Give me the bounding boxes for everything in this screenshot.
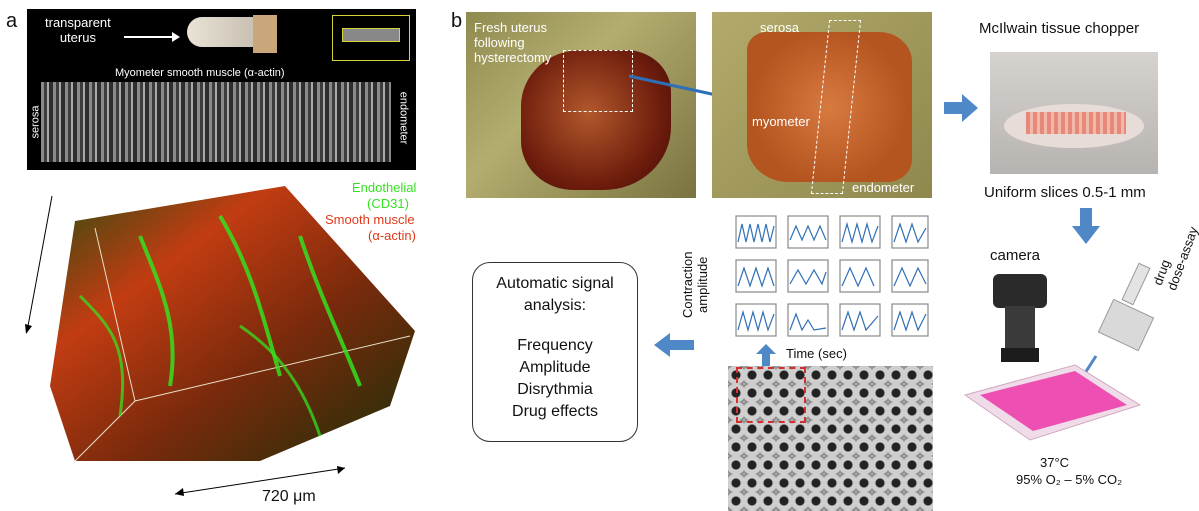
chopper-photo xyxy=(990,52,1158,174)
transparent-uterus-label: transparent uterus xyxy=(45,15,111,45)
legend-alpha-actin: (α-actin) xyxy=(368,228,416,243)
highlight-box xyxy=(736,367,806,423)
legend-smooth-muscle: Smooth muscle xyxy=(325,212,415,227)
temperature-label: 37°C xyxy=(1040,455,1070,470)
signal-plots xyxy=(735,215,929,337)
endometer-label: endometer xyxy=(852,180,915,195)
well-plate xyxy=(963,364,1142,441)
serosa-label: serosa xyxy=(760,20,800,35)
fresh-uterus-photo: Fresh uterus following hysterectomy xyxy=(466,12,696,198)
myometer-strip: Myometer smooth muscle (α-actin) serosa … xyxy=(27,64,416,170)
pipette-icon xyxy=(1097,262,1155,352)
legend-cd31: (CD31) xyxy=(367,196,409,211)
camera-label: camera xyxy=(990,247,1041,264)
serosa-vertical-label: serosa xyxy=(29,105,42,139)
mini-overview-box xyxy=(332,15,410,61)
slices-label: Uniform slices 0.5-1 mm xyxy=(984,184,1146,201)
down-arrow-icon xyxy=(1072,208,1100,244)
endometer-vertical-label: endometer xyxy=(397,91,410,145)
gas-label: 95% O₂ – 5% CO₂ xyxy=(1016,472,1123,487)
selection-box xyxy=(563,50,633,112)
tissue-slice-photo: serosa myometer endometer xyxy=(712,12,932,198)
left-arrow-icon xyxy=(654,333,694,357)
well-array xyxy=(728,366,933,511)
analysis-title: Automatic signal analysis: xyxy=(496,275,614,314)
time-axis-label: Time (sec) xyxy=(786,346,847,361)
analysis-item: Disrythmia xyxy=(517,381,593,398)
scale-label: 720 μm xyxy=(262,488,316,505)
inset-transparent-uterus: transparent uterus xyxy=(27,9,416,64)
confocal-cube xyxy=(25,186,415,496)
drug-label: drug dose-assay xyxy=(1150,224,1199,293)
legend-endothelial: Endothelial xyxy=(352,180,417,195)
pointer-arrow-icon xyxy=(124,32,180,42)
panel-b-letter: b xyxy=(451,10,463,32)
uterus-tube-photo xyxy=(187,17,257,47)
panel-a-letter: a xyxy=(6,10,18,32)
analysis-item: Frequency xyxy=(517,337,593,354)
analysis-item: Drug effects xyxy=(512,403,598,420)
myometer-label: myometer xyxy=(752,114,810,129)
chopper-title: McIlwain tissue chopper xyxy=(979,20,1140,37)
analysis-box: Automatic signal analysis: Frequency Amp… xyxy=(472,262,638,442)
tube-cap xyxy=(253,15,277,53)
up-arrow-icon xyxy=(756,344,776,366)
myometer-title: Myometer smooth muscle (α-actin) xyxy=(115,67,285,79)
myometer-tissue xyxy=(41,82,391,162)
fresh-uterus-label: Fresh uterus following hysterectomy xyxy=(474,20,552,65)
camera-icon xyxy=(993,274,1047,362)
right-arrow-icon xyxy=(944,94,978,122)
contraction-axis-label: Contraction amplitude xyxy=(680,251,710,318)
analysis-item: Amplitude xyxy=(519,359,591,376)
